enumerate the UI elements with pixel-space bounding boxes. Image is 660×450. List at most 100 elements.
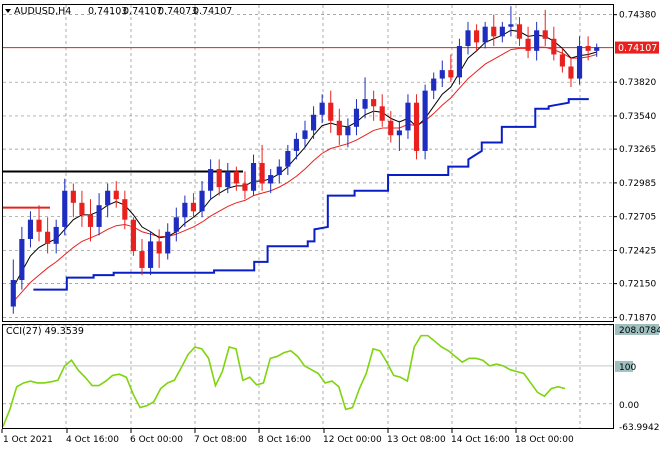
candle-body[interactable] — [439, 70, 445, 79]
cci-series[interactable] — [2, 334, 566, 427]
candle-body[interactable] — [534, 30, 540, 51]
candle-body[interactable] — [413, 102, 420, 151]
candle-body[interactable] — [19, 238, 25, 280]
candle-body[interactable] — [551, 38, 557, 55]
candle-body[interactable] — [568, 66, 574, 79]
candle-body[interactable] — [585, 46, 591, 51]
candle-body[interactable] — [328, 102, 334, 121]
cci-axis: 208.0784 100 0.00 -63.9942 — [615, 324, 660, 433]
support-step-line — [33, 98, 589, 291]
candle-body[interactable] — [431, 78, 437, 91]
chart-open-value: 0.74103 — [88, 6, 127, 17]
candle-body[interactable] — [165, 231, 171, 254]
moving-average-slow — [12, 46, 597, 303]
candle-body[interactable] — [362, 99, 368, 109]
candle-body[interactable] — [276, 166, 282, 176]
candle-body[interactable] — [285, 150, 291, 167]
candle-body[interactable] — [525, 38, 531, 51]
candle-body[interactable] — [465, 30, 471, 47]
candle-body[interactable] — [139, 251, 145, 268]
candle-body[interactable] — [474, 30, 480, 43]
candle-body[interactable] — [225, 171, 231, 188]
candle-body[interactable] — [122, 199, 128, 220]
candle-body[interactable] — [156, 241, 162, 254]
candle-body[interactable] — [27, 219, 34, 239]
candle-body[interactable] — [396, 130, 402, 136]
time-axis-label: 13 Oct 08:00 — [387, 435, 446, 445]
time-axis-label: 8 Oct 16:00 — [258, 435, 311, 445]
candle-body[interactable] — [371, 99, 377, 107]
candle-body[interactable] — [302, 130, 308, 139]
price-axis-label: 0.72985 — [619, 179, 656, 189]
time-axis-label: 7 Oct 08:00 — [194, 435, 247, 445]
cci-axis-label: -63.9942 — [619, 423, 659, 433]
candle-body[interactable] — [405, 102, 411, 131]
price-axis-label: 0.74380 — [619, 11, 656, 21]
candle-body[interactable] — [594, 47, 600, 51]
candle-body[interactable] — [491, 26, 497, 37]
chart-low-value: 0.74073 — [158, 6, 197, 17]
candle-body[interactable] — [559, 54, 565, 67]
current-price-label: 0.74107 — [618, 43, 657, 54]
candle-body[interactable] — [10, 279, 16, 307]
candle-body[interactable] — [70, 190, 76, 203]
candle-body[interactable] — [36, 219, 42, 232]
candle-body[interactable] — [516, 24, 523, 39]
candle-body[interactable] — [353, 108, 360, 127]
candle-body[interactable] — [448, 70, 454, 78]
candle-body[interactable] — [173, 217, 179, 232]
candle-body[interactable] — [62, 190, 68, 227]
cci-grid — [3, 324, 613, 428]
candle-body[interactable] — [208, 169, 214, 191]
candle-body[interactable] — [87, 214, 94, 227]
time-axis-label: 1 Oct 2021 — [3, 435, 53, 445]
candle-body[interactable] — [53, 226, 59, 244]
candle-body[interactable] — [130, 219, 136, 252]
cci-axis-highlight — [615, 360, 633, 372]
chart-menu-triangle-icon[interactable] — [5, 9, 11, 13]
candle-body[interactable] — [147, 241, 154, 268]
candle-body[interactable] — [96, 205, 102, 227]
price-axis: 0.74380 0.73820 0.73540 0.73265 0.72985 0.727… — [613, 11, 656, 323]
candle-body[interactable] — [113, 190, 119, 200]
candle-body[interactable] — [199, 190, 205, 212]
candle-body[interactable] — [422, 90, 428, 151]
cci-pane-border — [2, 324, 614, 429]
candle-body[interactable] — [233, 171, 239, 184]
candle-body[interactable] — [45, 231, 51, 244]
candle-body[interactable] — [336, 120, 342, 136]
chart-symbol-timeframe: AUDUSD,H4 — [14, 6, 71, 17]
candle-body[interactable] — [319, 102, 325, 115]
candle-body[interactable] — [268, 175, 274, 184]
cci-axis-highlight — [615, 324, 659, 335]
price-axis-label: 0.73540 — [619, 112, 656, 122]
candle-body[interactable] — [345, 126, 351, 136]
time-axis-label: 14 Oct 16:00 — [451, 435, 510, 445]
candle-body[interactable] — [388, 120, 394, 136]
time-axis-label: 4 Oct 16:00 — [66, 435, 119, 445]
candle-body[interactable] — [216, 169, 222, 188]
candle-body[interactable] — [508, 24, 514, 27]
candle-body[interactable] — [576, 46, 583, 79]
price-axis-label: 0.72705 — [619, 213, 656, 223]
cci-line[interactable] — [2, 334, 566, 427]
candle-body[interactable] — [190, 202, 197, 212]
time-axis-label: 18 Oct 00:00 — [515, 435, 574, 445]
candle-body[interactable] — [250, 163, 257, 191]
price-axis-label: 0.71870 — [619, 313, 656, 323]
candle-body[interactable] — [293, 138, 299, 151]
candle-body[interactable] — [379, 106, 385, 121]
cci-axis-label: 0.00 — [619, 401, 639, 411]
candle-body[interactable] — [105, 190, 111, 206]
candle-body[interactable] — [311, 114, 317, 131]
candle-body[interactable] — [482, 26, 488, 43]
candle-body[interactable] — [182, 202, 188, 218]
candle-body[interactable] — [542, 30, 548, 39]
candle-body[interactable] — [499, 26, 505, 37]
candlestick-series[interactable] — [10, 6, 600, 314]
candle-body[interactable] — [79, 202, 85, 215]
candle-body[interactable] — [259, 163, 265, 184]
candle-body[interactable] — [456, 46, 463, 78]
candle-body[interactable] — [242, 183, 248, 191]
